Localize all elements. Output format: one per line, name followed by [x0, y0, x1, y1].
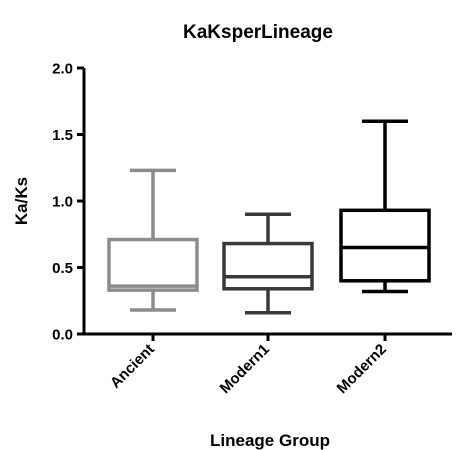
box-modern2 [339, 119, 431, 294]
x-category-label: Modern2 [334, 341, 390, 397]
x-category-label: Ancient [107, 341, 158, 392]
x-axis-label: Lineage Group [210, 431, 330, 450]
x-category-label: Modern1 [217, 341, 273, 397]
iqr-box [339, 208, 431, 283]
box-modern1 [222, 212, 314, 315]
x-axis-ticks: Ancient Modern1 Modern2 [107, 334, 390, 397]
y-axis-label: Ka/Ks [12, 177, 31, 225]
y-tick-label: 1.5 [52, 127, 73, 144]
iqr-box [222, 241, 314, 291]
box-ancient [107, 168, 199, 312]
box-plots [107, 119, 431, 315]
iqr-box [107, 237, 199, 292]
chart-title: KaKsperLineage [183, 22, 333, 43]
y-tick-label: 0.5 [52, 260, 73, 277]
y-tick-label: 1.0 [52, 194, 73, 211]
y-tick-label: 2.0 [52, 61, 73, 78]
y-tick-label: 0.0 [52, 327, 73, 344]
y-axis-ticks: 0.0 0.5 1.0 1.5 2.0 [52, 61, 84, 344]
